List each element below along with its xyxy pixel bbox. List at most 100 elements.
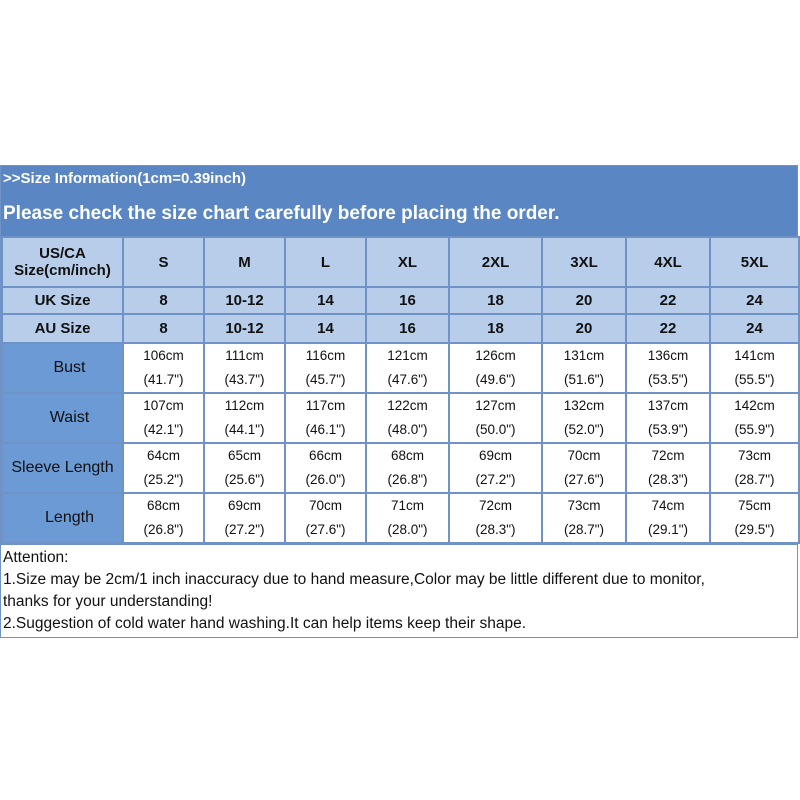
bust-inch-value: (49.6") — [475, 372, 516, 387]
au-size-3xl: 20 — [541, 313, 627, 344]
sleeve-length-cell: 69cm (27.2") — [448, 442, 543, 494]
sleeve-length-cm-value: 72cm — [651, 448, 685, 463]
sleeve-length-cell: 70cm (27.6") — [541, 442, 627, 494]
sleeve-length-cm-value: 70cm — [567, 448, 601, 463]
length-inch-value: (28.0") — [387, 522, 428, 537]
attention-title: Attention: — [3, 549, 69, 566]
waist-inch-value: (50.0") — [475, 422, 516, 437]
length-label: Length — [1, 492, 124, 544]
bust-inch-value: (47.6") — [387, 372, 428, 387]
bust-row: Bust 106cm (41.7") 111cm (43.7") 116cm (45.7")… — [1, 342, 800, 394]
bust-inch-value: (51.6") — [563, 372, 605, 387]
uk-size-5xl: 24 — [709, 286, 800, 315]
uk-size-header: UK Size — [1, 286, 124, 315]
au-size-5xl: 24 — [709, 313, 800, 344]
bust-cm-value: 111cm — [225, 348, 264, 363]
bust-cm-value: 126cm — [475, 348, 516, 363]
waist-cm-value: 127cm — [475, 398, 516, 413]
sleeve-length-cell: 72cm (28.3") — [625, 442, 711, 494]
length-inch-value: (27.6") — [305, 522, 346, 537]
waist-cm-value: 117cm — [305, 398, 346, 413]
bust-cm-value: 116cm — [305, 348, 346, 363]
attention-line-1: 1.Size may be 2cm/1 inch inaccuracy due … — [3, 571, 705, 588]
length-cm-value: 73cm — [567, 498, 601, 513]
sleeve-length-label: Sleeve Length — [1, 442, 124, 494]
us-label-line1: US/CA — [39, 245, 86, 262]
sleeve-length-cell: 68cm (26.8") — [365, 442, 450, 494]
length-cell: 72cm (28.3") — [448, 492, 543, 544]
size-chart: >>Size Information(1cm=0.39inch) Please … — [0, 165, 800, 638]
waist-cell: 132cm (52.0") — [541, 392, 627, 444]
size-header-xl: XL — [365, 236, 450, 288]
waist-inch-value: (48.0") — [387, 422, 428, 437]
attention-line-2: thanks for your understanding! — [3, 593, 213, 610]
length-cell: 75cm (29.5") — [709, 492, 800, 544]
sleeve-length-cm-value: 73cm — [737, 448, 771, 463]
sleeve-length-cell: 66cm (26.0") — [284, 442, 367, 494]
waist-cell: 142cm (55.9") — [709, 392, 800, 444]
size-header-s: S — [122, 236, 205, 288]
waist-cell: 117cm (46.1") — [284, 392, 367, 444]
waist-cell: 112cm (44.1") — [203, 392, 286, 444]
length-cell: 70cm (27.6") — [284, 492, 367, 544]
sleeve-length-cell: 65cm (25.6") — [203, 442, 286, 494]
waist-cm-value: 142cm — [734, 398, 775, 413]
waist-inch-value: (52.0") — [563, 422, 605, 437]
size-header-2xl: 2XL — [448, 236, 543, 288]
waist-cm-value: 137cm — [647, 398, 689, 413]
bust-inch-value: (43.7") — [224, 372, 265, 387]
sleeve-length-cell: 64cm (25.2") — [122, 442, 205, 494]
length-cm-value: 74cm — [651, 498, 685, 513]
bust-label: Bust — [1, 342, 124, 394]
waist-inch-value: (44.1") — [224, 422, 265, 437]
sleeve-length-label-text: Sleeve Length — [11, 459, 114, 476]
bust-cm-value: 106cm — [143, 348, 184, 363]
au-size-header: AU Size — [1, 313, 124, 344]
length-cm-value: 70cm — [308, 498, 342, 513]
size-header-4xl: 4XL — [625, 236, 711, 288]
size-header-l: L — [284, 236, 367, 288]
au-size-row: AU Size 8 10-12 14 16 18 20 22 24 — [1, 313, 800, 344]
waist-inch-value: (46.1") — [305, 422, 346, 437]
length-inch-value: (26.8") — [143, 522, 184, 537]
length-inch-value: (29.5") — [734, 522, 775, 537]
bust-cell: 116cm (45.7") — [284, 342, 367, 394]
au-size-2xl: 18 — [448, 313, 543, 344]
sleeve-length-cell: 73cm (28.7") — [709, 442, 800, 494]
us-size-header: US/CA Size(cm/inch) — [1, 236, 124, 288]
us-label-line2: Size(cm/inch) — [14, 262, 111, 279]
sleeve-length-cm-value: 64cm — [146, 448, 180, 463]
waist-cm-value: 107cm — [143, 398, 184, 413]
length-cm-value: 69cm — [227, 498, 261, 513]
bust-cm-value: 136cm — [647, 348, 689, 363]
uk-size-3xl: 20 — [541, 286, 627, 315]
au-size-xl: 16 — [365, 313, 450, 344]
size-table: US/CA Size(cm/inch) S M L XL 2XL 3XL 4XL 5XL UK… — [1, 236, 800, 544]
length-row: Length 68cm (26.8") 69cm (27.2") 70cm (27.6") 7… — [1, 492, 800, 544]
waist-inch-value: (42.1") — [143, 422, 184, 437]
length-cm-value: 68cm — [146, 498, 180, 513]
us-size-row: US/CA Size(cm/inch) S M L XL 2XL 3XL 4XL 5XL — [1, 236, 800, 288]
length-cm-value: 72cm — [478, 498, 512, 513]
sleeve-length-inch-value: (28.3") — [647, 472, 689, 487]
bust-cm-value: 141cm — [734, 348, 775, 363]
sleeve-length-inch-value: (26.8") — [387, 472, 428, 487]
size-header-3xl: 3XL — [541, 236, 627, 288]
sleeve-length-cm-value: 68cm — [390, 448, 424, 463]
uk-size-xl: 16 — [365, 286, 450, 315]
waist-row: Waist 107cm (42.1") 112cm (44.1") 117cm (46.1"… — [1, 392, 800, 444]
waist-cm-value: 112cm — [224, 398, 265, 413]
waist-label-text: Waist — [49, 409, 90, 426]
bust-cell: 106cm (41.7") — [122, 342, 205, 394]
sleeve-length-inch-value: (25.6") — [224, 472, 265, 487]
bust-cell: 126cm (49.6") — [448, 342, 543, 394]
length-cm-value: 71cm — [390, 498, 424, 513]
bust-cell: 121cm (47.6") — [365, 342, 450, 394]
waist-inch-value: (53.9") — [647, 422, 689, 437]
sleeve-length-inch-value: (26.0") — [305, 472, 346, 487]
waist-inch-value: (55.9") — [734, 422, 775, 437]
length-cell: 74cm (29.1") — [625, 492, 711, 544]
waist-cell: 127cm (50.0") — [448, 392, 543, 444]
size-info-banner: >>Size Information(1cm=0.39inch) — [1, 166, 797, 191]
au-size-4xl: 22 — [625, 313, 711, 344]
